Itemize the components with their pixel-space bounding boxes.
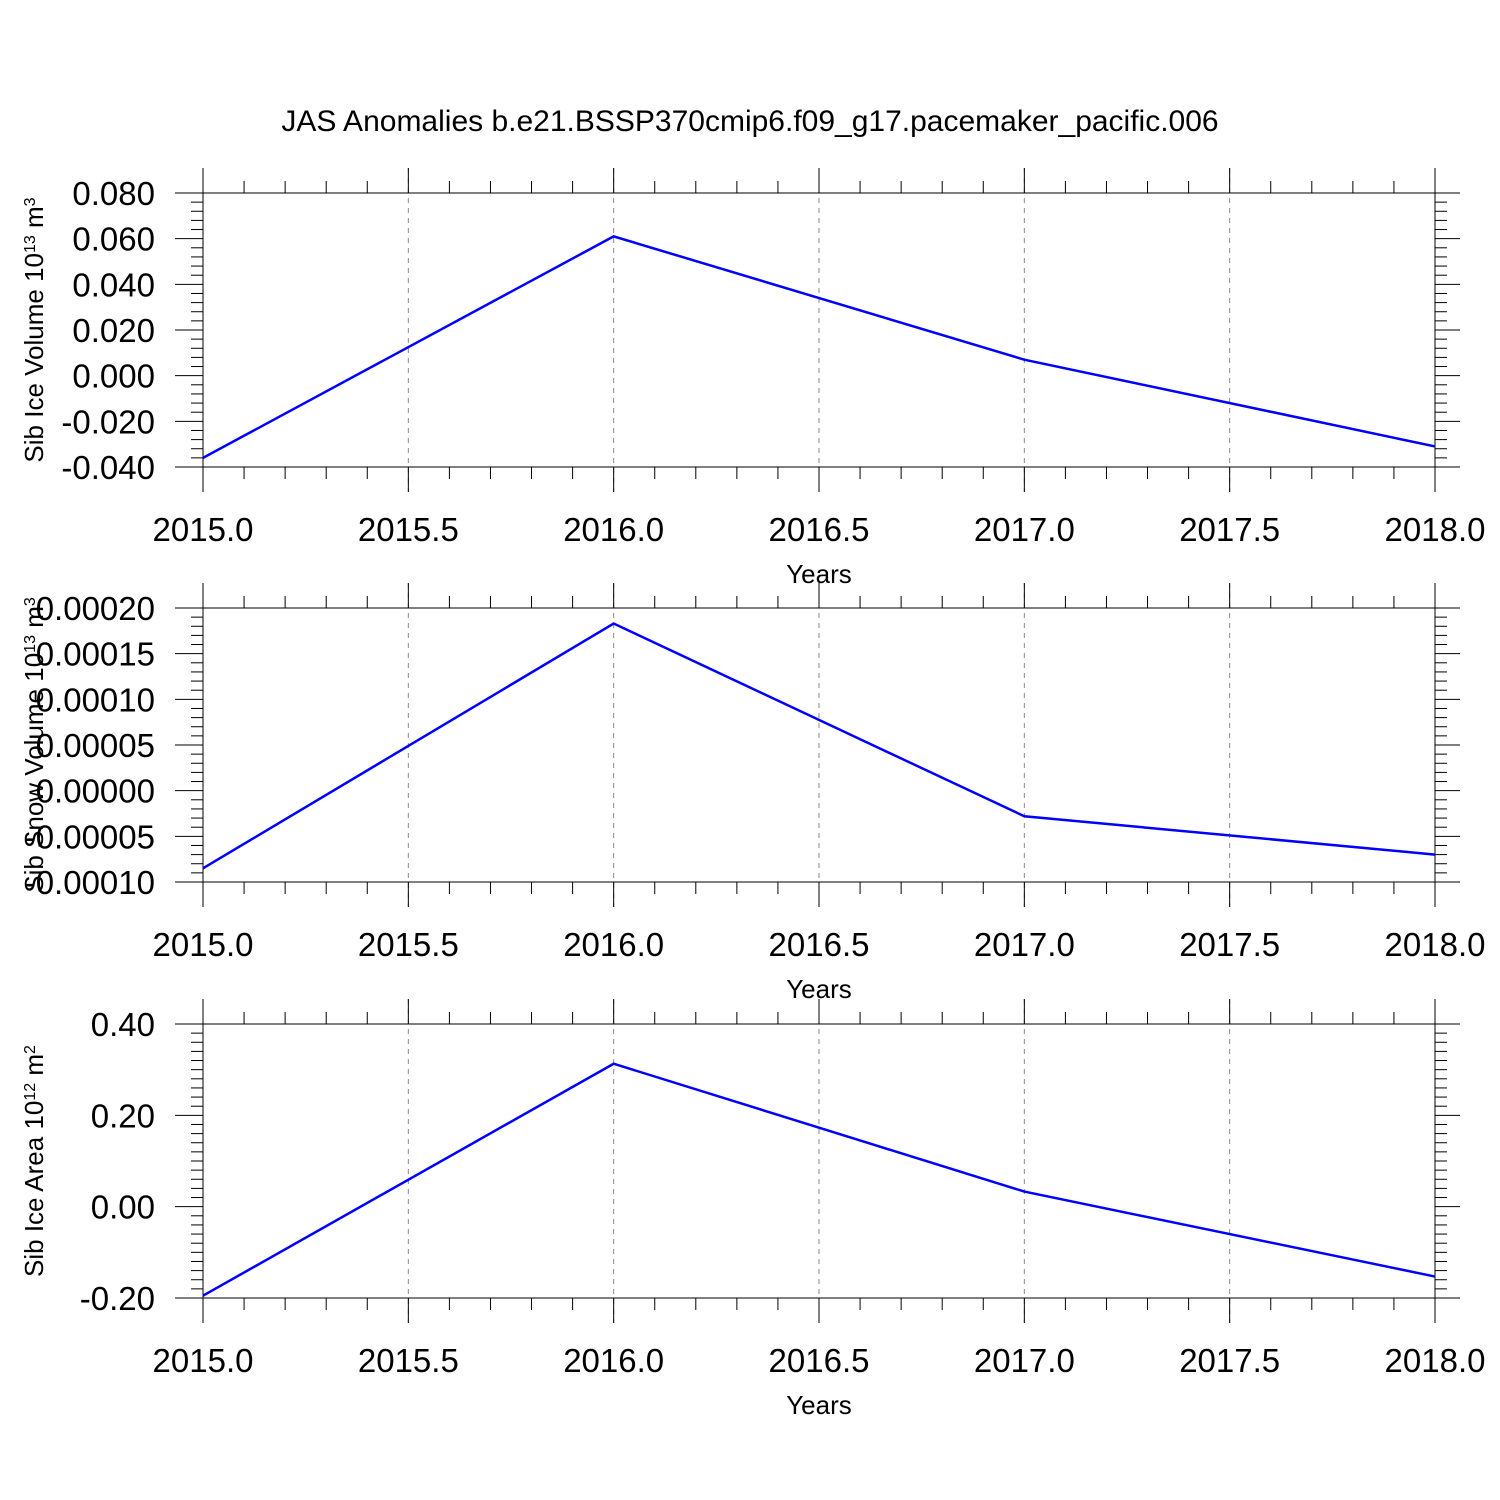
y-tick-label: -0.20 [80, 1280, 155, 1317]
x-tick-label: 2018.0 [1385, 1342, 1486, 1379]
y-tick-label: 0.00015 [36, 636, 155, 673]
y-tick-label: 0.20 [91, 1097, 155, 1134]
y-tick-label: 0.00 [91, 1189, 155, 1226]
y-axis-label-superscript: 3 [22, 197, 39, 206]
x-tick-label: 2017.5 [1179, 1342, 1280, 1379]
y-tick-label: 0.040 [72, 266, 155, 303]
y-tick-label: 0.00000 [36, 773, 155, 810]
y-tick-label: 0.080 [72, 175, 155, 212]
x-tick-label: 2015.0 [153, 511, 254, 548]
y-axis-label-superscript: 13 [22, 635, 39, 653]
chart-panel-3: 2015.0 2015.5 2016.0 2016.5 2017.0 2017.5 2018… [19, 999, 1485, 1420]
y-axis-label: Sib Ice Area 1012 m2 [19, 1045, 49, 1277]
x-tick-label: 2015.5 [358, 511, 459, 548]
figure-title: JAS Anomalies b.e21.BSSP370cmip6.f09_g17… [281, 105, 1218, 138]
series-line [202, 1062, 1436, 1297]
y-axis-label-part: Sib Snow Volume 10 [19, 653, 49, 893]
y-axis-label-superscript: 3 [22, 597, 39, 606]
y-tick-label: -0.00005 [25, 818, 155, 855]
x-tick-label: 2015.5 [358, 1342, 459, 1379]
series-line [202, 622, 1436, 870]
x-tick-label: 2015.0 [153, 926, 254, 963]
chart-panel-2: 2015.0 2015.5 2016.0 2016.5 2017.0 2017.5 2018… [19, 583, 1485, 1004]
x-tick-label: 2018.0 [1385, 926, 1486, 963]
x-axis-label: Years [786, 1390, 852, 1420]
y-axis-label-part: m [19, 1054, 49, 1083]
x-tick-label: 2017.0 [974, 511, 1075, 548]
x-tick-label: 2017.5 [1179, 511, 1280, 548]
y-axis-label-superscript: 2 [22, 1045, 39, 1054]
y-axis-label: Sib Snow Volume 1013 m3 [19, 597, 49, 893]
y-tick-label: 0.060 [72, 221, 155, 258]
x-tick-label: 2017.5 [1179, 926, 1280, 963]
y-tick-label: 0.00010 [36, 681, 155, 718]
y-tick-label: -0.040 [61, 449, 155, 486]
y-tick-label: 0.00005 [36, 727, 155, 764]
x-tick-label: 2017.0 [974, 926, 1075, 963]
y-axis-label-part: Sib Ice Area 10 [19, 1101, 49, 1277]
y-axis-label-part: m [19, 206, 49, 235]
x-tick-label: 2016.5 [769, 1342, 870, 1379]
y-axis-label-part: m [19, 606, 49, 635]
x-tick-label: 2018.0 [1385, 511, 1486, 548]
y-axis-label: Sib Ice Volume 1013 m3 [19, 197, 49, 462]
y-axis-label-part: Sib Ice Volume 10 [19, 253, 49, 463]
y-tick-label: 0.40 [91, 1006, 155, 1043]
x-tick-label: 2016.5 [769, 926, 870, 963]
x-tick-label: 2015.5 [358, 926, 459, 963]
chart-panel-1: 2015.0 2015.5 2016.0 2016.5 2017.0 2017.5 2018… [19, 168, 1485, 589]
x-tick-label: 2016.0 [563, 511, 664, 548]
x-tick-label: 2017.0 [974, 1342, 1075, 1379]
x-tick-label: 2016.0 [563, 926, 664, 963]
y-tick-label: 0.020 [72, 312, 155, 349]
x-tick-label: 2015.0 [153, 1342, 254, 1379]
y-axis-label-superscript: 13 [22, 235, 39, 253]
x-tick-label: 2016.5 [769, 511, 870, 548]
x-tick-label: 2016.0 [563, 1342, 664, 1379]
y-tick-label: -0.020 [61, 403, 155, 440]
panels: 2015.0 2015.5 2016.0 2016.5 2017.0 2017.5 2018… [19, 168, 1485, 1420]
series-line [202, 235, 1436, 459]
y-tick-label: 0.000 [72, 358, 155, 395]
y-tick-label: 0.00020 [36, 590, 155, 627]
y-axis-label-superscript: 12 [22, 1083, 39, 1101]
y-tick-label: -0.00010 [25, 864, 155, 901]
